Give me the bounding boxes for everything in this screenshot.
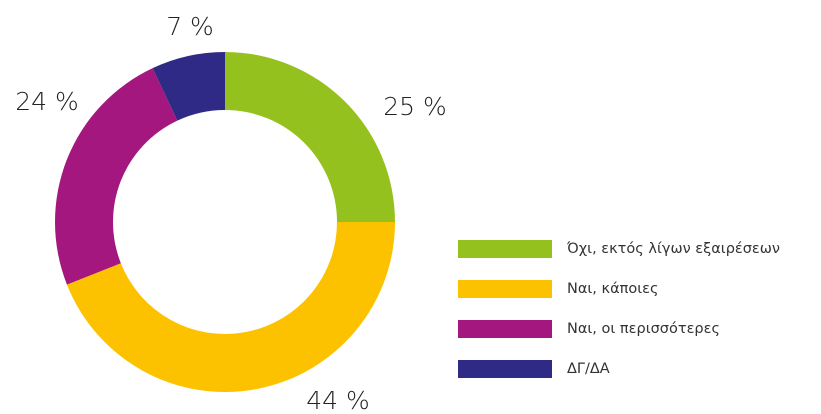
legend-swatch xyxy=(458,280,552,298)
slice-label: 25 % xyxy=(383,92,447,121)
slice-label: 44 % xyxy=(306,386,370,414)
legend-label: Ναι, οι περισσότερες xyxy=(567,321,720,337)
donut-slice xyxy=(225,52,395,222)
donut-slice xyxy=(55,68,178,285)
donut-slice xyxy=(152,52,225,121)
slice-label: 7 % xyxy=(166,12,214,41)
legend-swatch xyxy=(458,240,552,258)
slice-label: 24 % xyxy=(15,87,79,116)
legend-label: Ναι, κάποιες xyxy=(567,281,659,297)
donut-slice xyxy=(66,222,396,393)
legend-label: Όχι, εκτός λίγων εξαιρέσεων xyxy=(566,241,780,257)
legend-label: ΔΓ/ΔΑ xyxy=(567,361,610,377)
legend-swatch xyxy=(458,320,552,338)
legend-swatch xyxy=(458,360,552,378)
